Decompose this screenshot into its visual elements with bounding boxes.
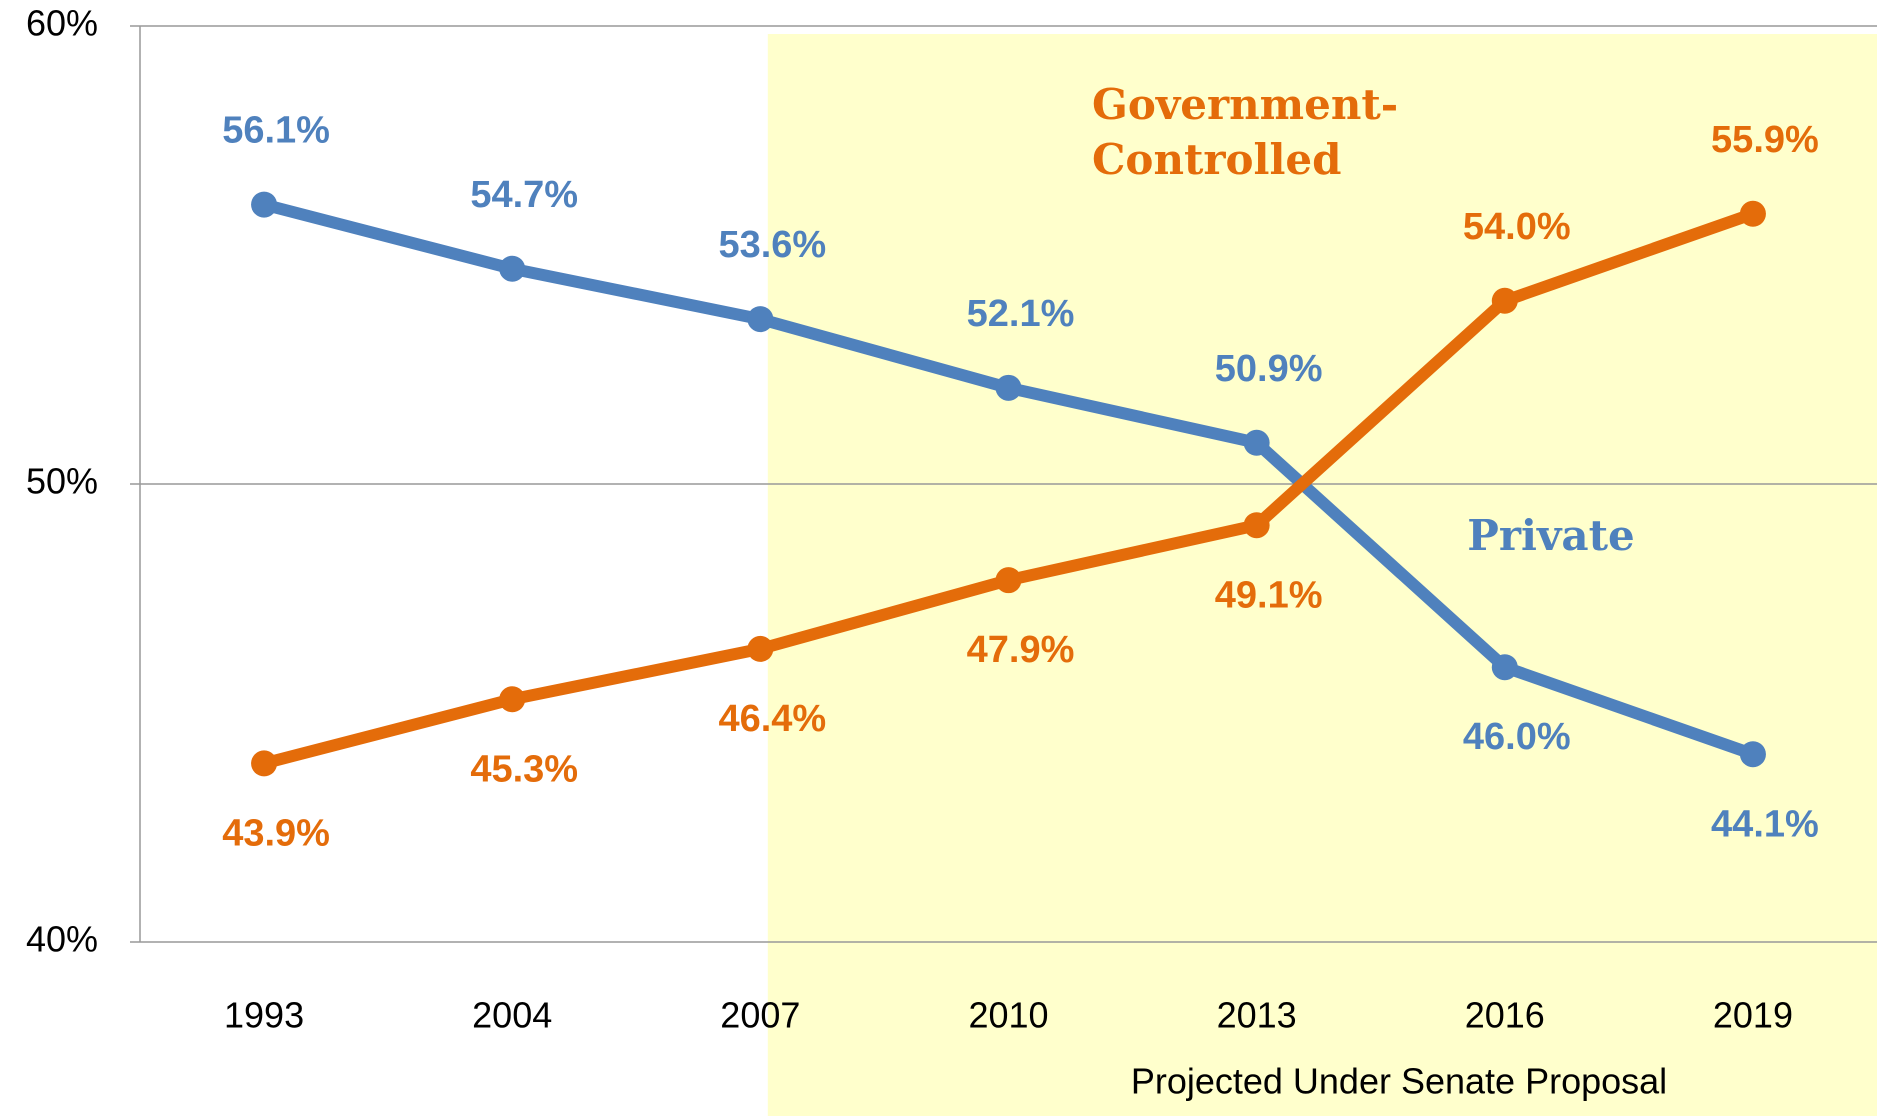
value-label: 45.3%	[470, 748, 578, 790]
value-label: 55.9%	[1711, 119, 1819, 161]
marker	[1243, 429, 1270, 456]
marker	[995, 567, 1022, 594]
value-label: 54.0%	[1463, 206, 1571, 248]
value-label: 49.1%	[1215, 574, 1323, 616]
series-label: Private	[1467, 511, 1634, 560]
marker	[995, 374, 1022, 401]
value-label: 56.1%	[222, 110, 330, 152]
x-tick-label: 2010	[968, 995, 1048, 1036]
marker	[1243, 512, 1270, 539]
x-tick-label: 2016	[1465, 995, 1545, 1036]
marker	[747, 306, 774, 333]
marker	[499, 255, 526, 282]
marker	[1739, 741, 1766, 768]
marker	[1491, 654, 1518, 681]
value-label: 52.1%	[967, 293, 1075, 335]
projection-shade	[767, 34, 1877, 1116]
marker	[499, 686, 526, 713]
value-label: 53.6%	[718, 224, 826, 266]
marker	[1739, 200, 1766, 227]
y-tick-label: 40%	[26, 919, 98, 960]
marker	[1491, 287, 1518, 314]
value-label: 44.1%	[1711, 803, 1819, 845]
annotation: Projected Under Senate Proposal	[1131, 1061, 1667, 1102]
value-label: 50.9%	[1215, 348, 1323, 390]
value-label: 46.0%	[1463, 716, 1571, 758]
y-tick-label: 60%	[26, 3, 98, 44]
y-tick-label: 50%	[26, 461, 98, 502]
marker	[251, 191, 278, 218]
x-tick-label: 2019	[1713, 995, 1793, 1036]
x-tick-label: 2007	[720, 995, 800, 1036]
value-label: 54.7%	[470, 174, 578, 216]
x-tick-label: 1993	[224, 995, 304, 1036]
x-tick-label: 2013	[1217, 995, 1297, 1036]
value-label: 43.9%	[222, 812, 330, 854]
marker	[747, 635, 774, 662]
value-label: 47.9%	[967, 629, 1075, 671]
marker	[251, 750, 278, 777]
series-label: Government-Controlled	[1092, 80, 1398, 184]
value-label: 46.4%	[718, 698, 826, 740]
x-tick-label: 2004	[472, 995, 552, 1036]
